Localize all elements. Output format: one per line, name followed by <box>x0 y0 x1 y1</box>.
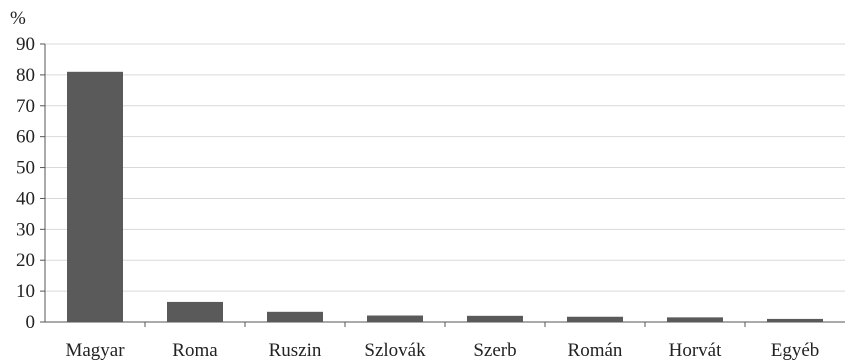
x-category-label: Egyéb <box>771 340 820 361</box>
y-tick-label: 80 <box>16 65 35 86</box>
y-tick-label: 40 <box>16 188 35 209</box>
bar-szlovák <box>367 315 423 322</box>
y-tick-label: 10 <box>16 281 35 302</box>
x-category-label: Szlovák <box>364 340 426 361</box>
x-category-label: Roma <box>172 340 218 361</box>
y-tick-label: 20 <box>16 250 35 271</box>
x-category-label: Ruszin <box>269 340 322 361</box>
y-axis-unit-label: % <box>10 8 26 29</box>
bar-egyéb <box>767 318 823 322</box>
y-axis-ticks: 0 10 20 30 40 50 60 70 80 90 <box>16 34 45 333</box>
bar-ruszin <box>267 311 323 322</box>
x-category-label: Román <box>568 340 623 361</box>
bar-horvát <box>667 317 723 322</box>
y-tick-label: 30 <box>16 219 35 240</box>
bar-szerb <box>467 315 523 322</box>
bar-román <box>567 316 623 322</box>
bar-roma <box>167 301 223 322</box>
x-axis-labels: Magyar Roma Ruszin Szlovák Szerb Román Horvát E… <box>65 322 819 361</box>
x-category-label: Horvát <box>669 340 722 361</box>
bar-magyar <box>67 71 123 322</box>
gridlines <box>45 43 845 292</box>
y-tick-label: 0 <box>26 312 36 333</box>
x-category-label: Magyar <box>65 340 125 361</box>
bars <box>67 71 823 322</box>
y-tick-label: 70 <box>16 96 35 117</box>
y-tick-label: 90 <box>16 34 35 55</box>
axes <box>44 44 845 323</box>
y-tick-label: 60 <box>16 127 35 148</box>
y-tick-label: 50 <box>16 158 35 179</box>
x-category-label: Szerb <box>473 340 516 361</box>
